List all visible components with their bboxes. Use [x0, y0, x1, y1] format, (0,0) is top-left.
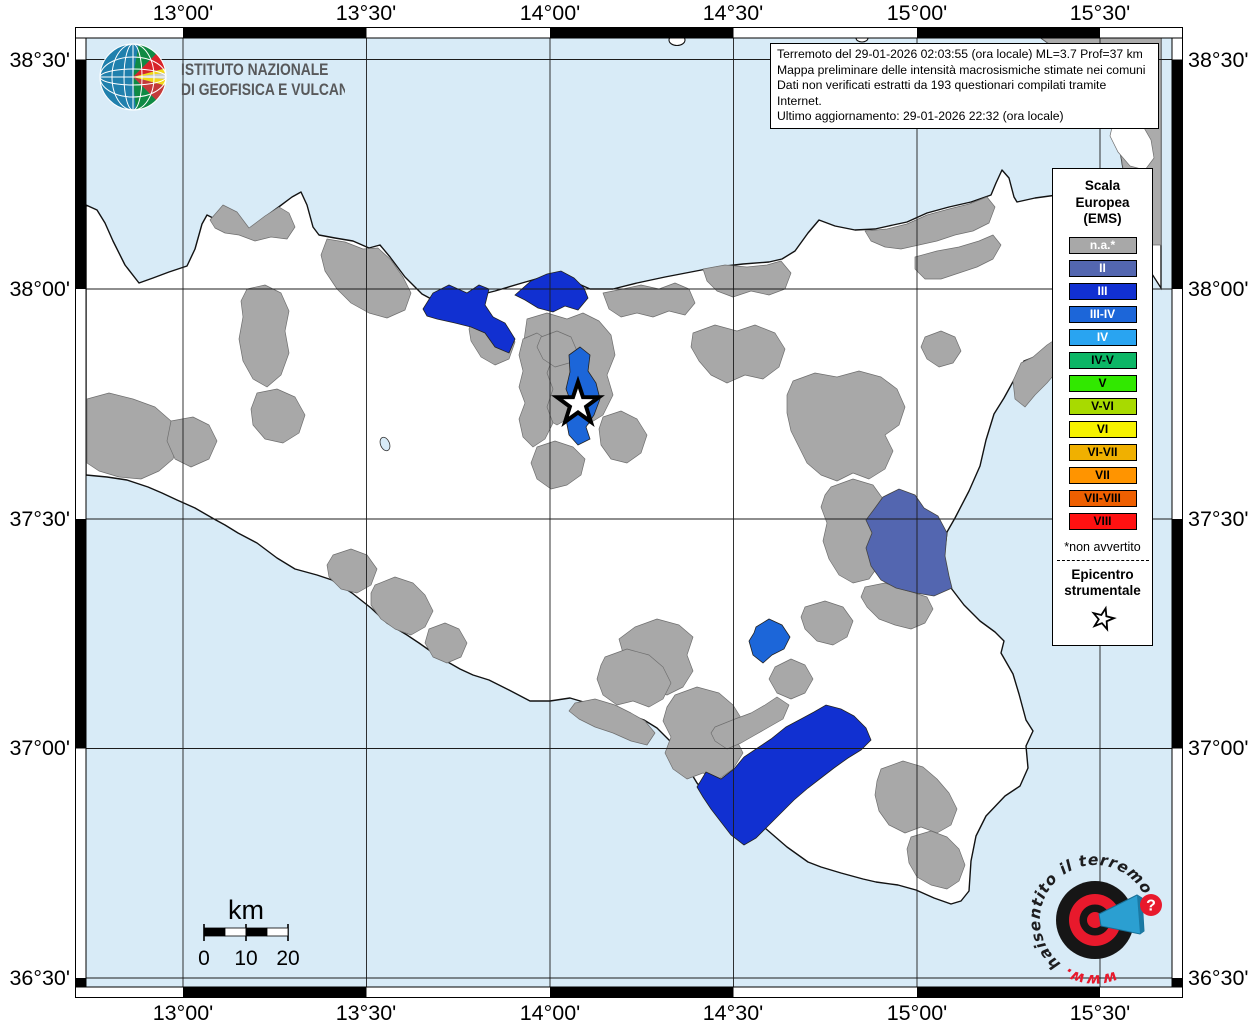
legend-title: Scala Europea (EMS): [1075, 178, 1129, 228]
legend-item-ii: II: [1068, 259, 1137, 277]
legend-title-line: (EMS): [1083, 211, 1122, 226]
legend-item-viii: VIII: [1068, 512, 1137, 530]
axis-label-lon: 14°30': [702, 1001, 764, 1024]
axis-label-lat: 36°30': [1188, 966, 1249, 990]
axis-label-lat: 38°30': [1188, 48, 1249, 72]
axis-label-lon: 14°30': [702, 1, 764, 25]
axis-label-lat: 37°30': [9, 507, 70, 531]
event-info-line: Ultimo aggiornamento: 29-01-2026 22:32 (…: [777, 109, 1064, 124]
question-mark-icon: ?: [1140, 894, 1162, 916]
municipality-intensity-ii: [865, 488, 953, 597]
map-frame: [75, 27, 1183, 998]
legend-item-na: n.a.*: [1068, 236, 1137, 254]
scale-tick-10: 10: [234, 947, 257, 970]
legend-epicenter-line: Epicentro: [1071, 566, 1134, 582]
axis-label-lon: 15°30': [1069, 1001, 1131, 1024]
axis-label-lon: 15°00': [886, 1001, 948, 1024]
legend-item-v-vi: V-VI: [1068, 397, 1137, 415]
scale-tick-20: 20: [276, 947, 299, 970]
legend-item-iv: IV: [1068, 328, 1137, 346]
axis-label-lon: 15°00': [886, 1, 948, 25]
ingv-globe-icon: [99, 43, 167, 111]
ingv-name-line1: ISTITUTO NAZIONALE: [181, 61, 328, 79]
ingv-logo: ISTITUTO NAZIONALE DI GEOFISICA E VULCAN…: [99, 43, 345, 111]
legend-item-vi-vii: VI-VII: [1068, 443, 1137, 461]
epicenter-star[interactable]: [551, 375, 605, 427]
map-canvas[interactable]: km 0 10 20: [75, 27, 1183, 998]
axis-label-lon: 14°00': [519, 1, 581, 25]
scale-tick-0: 0: [198, 947, 210, 970]
legend-item-vii: VII: [1068, 466, 1137, 484]
event-info-line: Terremoto del 29-01-2026 02:03:55 (ora l…: [777, 47, 1143, 61]
axis-label-lat: 37°30': [1188, 507, 1249, 531]
legend-item-v: V: [1068, 374, 1137, 392]
legend-epicenter-label: Epicentro strumentale: [1064, 567, 1141, 600]
event-info-line: Mappa preliminare delle intensità macros…: [777, 62, 1146, 77]
axis-label-lon: 15°30': [1069, 1, 1131, 25]
legend-item-iv-v: IV-V: [1068, 351, 1137, 369]
axis-label-lat: 37°00': [1188, 736, 1249, 760]
municipalities-intensity-iii: [422, 270, 872, 846]
legend-item-vi: VI: [1068, 420, 1137, 438]
axis-label-lat: 37°00': [9, 736, 70, 760]
svg-text:?: ?: [1146, 898, 1156, 915]
legend-item-iii: III: [1068, 282, 1137, 300]
legend-title-line: Scala: [1084, 178, 1121, 193]
legend-epicenter-line: strumentale: [1064, 583, 1141, 598]
axis-label-lat: 38°00': [9, 277, 70, 301]
legend-item-vii-viii: VII-VIII: [1068, 489, 1137, 507]
scale-bar: km 0 10 20: [198, 895, 300, 970]
legend-star-icon: [1090, 605, 1117, 632]
ingv-name-line2: DI GEOFISICA E VULCANOLOGIA: [181, 81, 345, 99]
legend-item-iii-iv: III-IV: [1068, 305, 1137, 323]
scale-bar-unit: km: [228, 895, 264, 925]
legend-footnote: *non avvertito: [1064, 539, 1141, 554]
axis-label-lat: 36°30': [9, 966, 70, 990]
axis-label-lat: 38°00': [1188, 277, 1249, 301]
axis-label-lon: 13°30': [335, 1001, 397, 1024]
legend-divider: [1056, 559, 1149, 561]
axis-label-lon: 14°00': [519, 1001, 581, 1024]
legend-title-line: Europea: [1075, 194, 1130, 210]
event-info-box: Terremoto del 29-01-2026 02:03:55 (ora l…: [770, 43, 1159, 129]
event-info-line: Dati non verificati estratti da 193 ques…: [777, 78, 1107, 108]
axis-label-lon: 13°30': [335, 1, 397, 25]
axis-label-lon: 13°00': [152, 1, 214, 25]
axis-label-lon: 13°00': [152, 1001, 214, 1024]
lake: [379, 436, 391, 452]
axis-label-lat: 38°30': [9, 48, 70, 72]
municipalities-na: [86, 170, 1138, 890]
legend-panel: Scala Europea (EMS) n.a.* II III III-IV …: [1052, 168, 1153, 646]
haisentitoilterremoto-logo[interactable]: ? www. haisentito il terremoto .it: [1017, 842, 1173, 998]
